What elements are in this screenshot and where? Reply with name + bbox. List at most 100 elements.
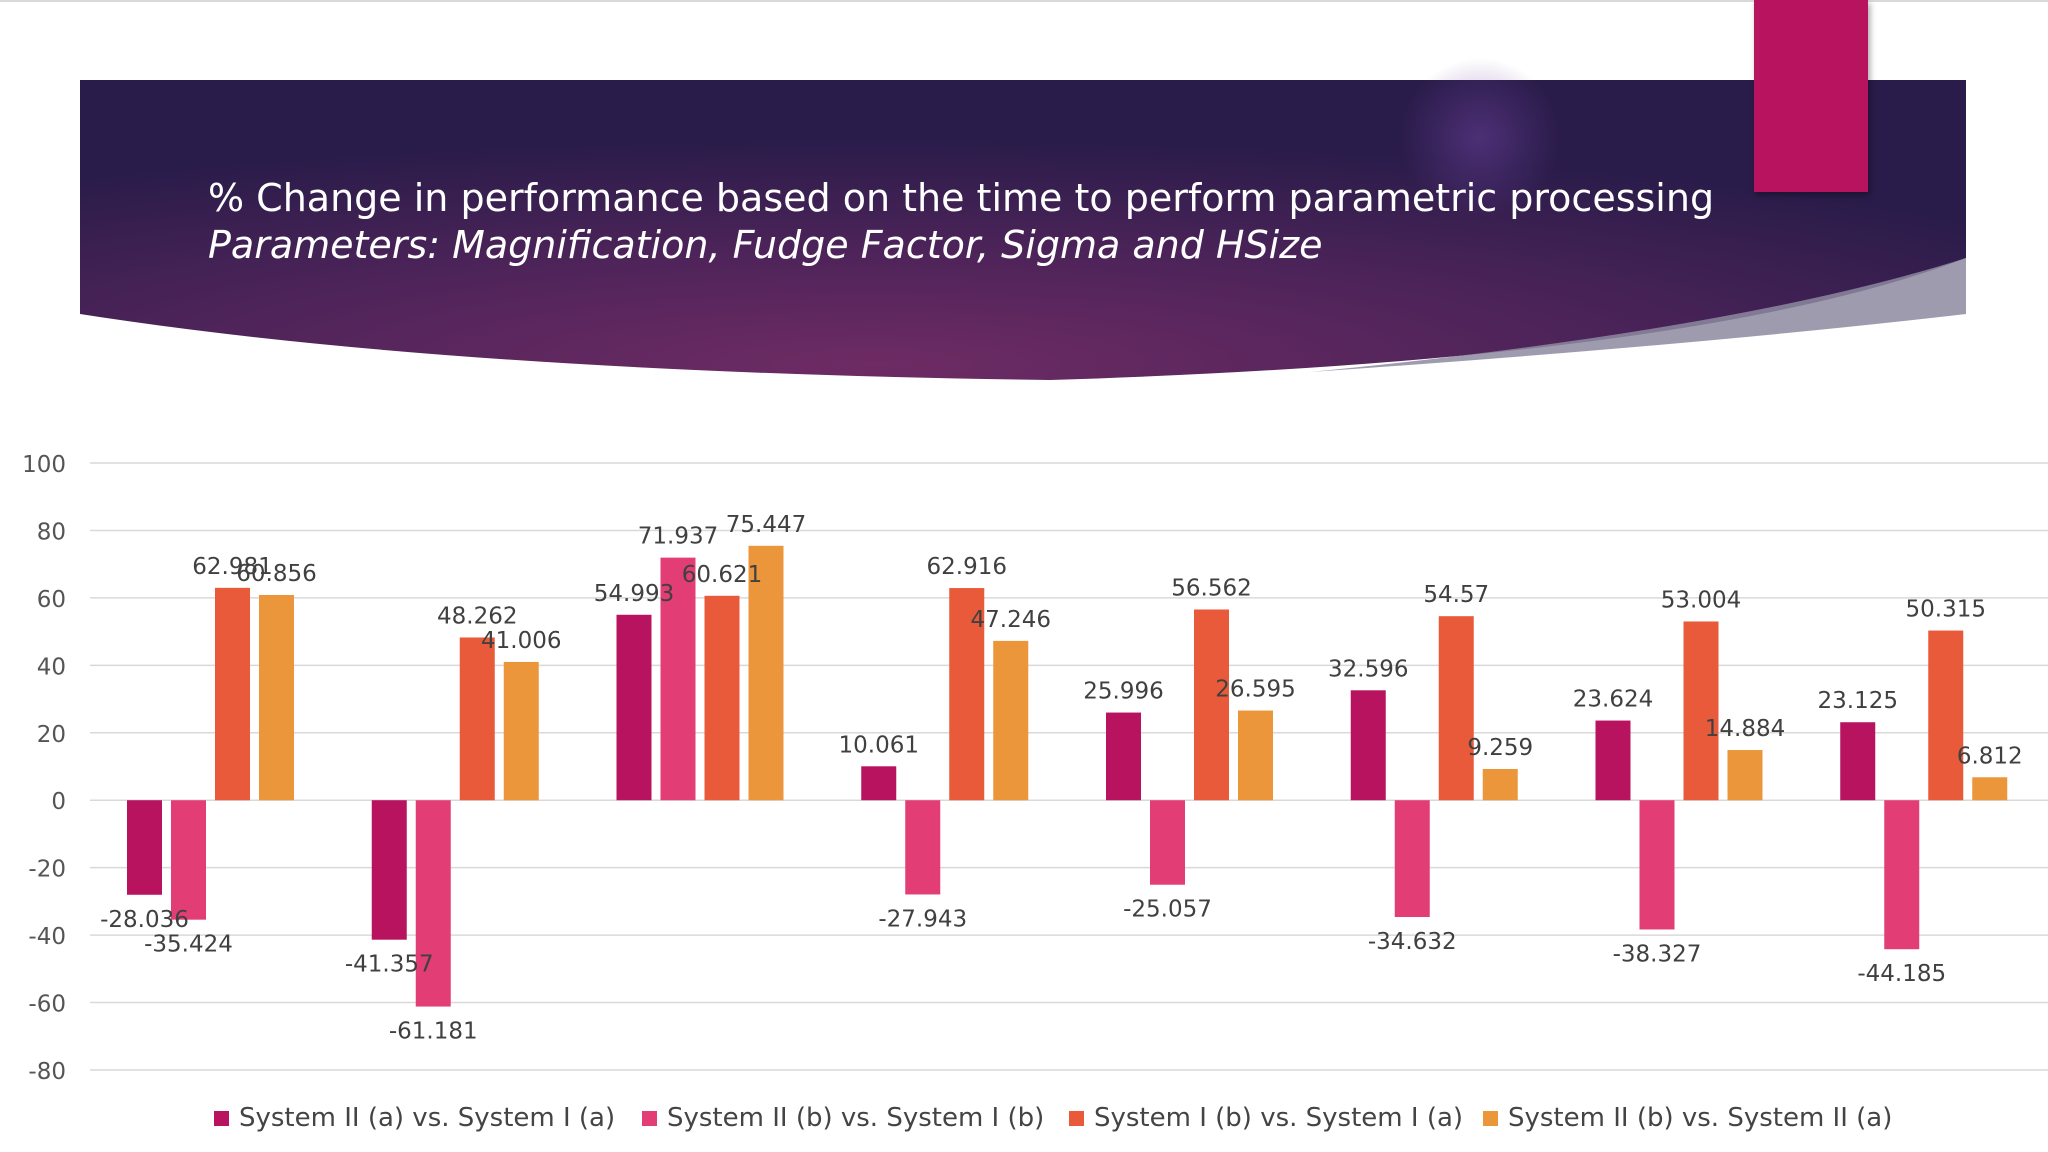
bar [415, 800, 451, 1007]
data-label: -38.327 [1613, 941, 1702, 967]
data-label: 23.624 [1573, 687, 1653, 713]
banner-glow [1400, 58, 1560, 218]
bar-chart: 100 80 60 40 20 0 -20 -40 -60 -80 -28.036-35.424 6… [22, 452, 2048, 1085]
data-label: 53.004 [1661, 587, 1741, 613]
bar [1595, 720, 1631, 801]
legend-swatch [642, 1110, 657, 1126]
bar [616, 614, 652, 801]
legend-swatch [1483, 1110, 1498, 1126]
title-line-1: % Change in performance based on the tim… [208, 176, 1715, 220]
data-label: -61.181 [389, 1019, 478, 1045]
top-divider [0, 0, 2048, 2]
bar [1884, 800, 1920, 950]
data-label: -35.424 [144, 932, 233, 958]
bars [127, 545, 2008, 1007]
bar [1727, 750, 1763, 801]
data-label: 54.57 [1423, 582, 1489, 608]
bar [1150, 800, 1185, 885]
data-label: 23.125 [1818, 688, 1898, 714]
bar [1350, 690, 1386, 801]
y-axis-ticks: 100 80 60 40 20 0 -20 -40 -60 -80 [22, 452, 66, 1085]
data-label: -27.943 [878, 906, 967, 932]
bar [704, 595, 740, 801]
bar [1639, 800, 1675, 930]
bar [171, 800, 206, 920]
y-tick-label: 0 [51, 789, 66, 815]
legend-label: System II (b) vs. System II (a) [1508, 1103, 1893, 1133]
legend-item: System I (b) vs. System I (a) [1069, 1100, 1463, 1136]
legend-item: System II (b) vs. System II (a) [1483, 1100, 1892, 1136]
data-label: 26.595 [1215, 677, 1295, 703]
banner-ribbon [1310, 258, 1966, 372]
title-line-2: Parameters: Magnification, Fudge Factor,… [208, 223, 1323, 267]
bar [1482, 768, 1518, 801]
data-label: -25.057 [1123, 897, 1212, 923]
bar [1394, 800, 1430, 918]
data-label: 62.981 [192, 554, 272, 580]
bar [905, 800, 941, 895]
y-tick-label: -60 [28, 992, 66, 1018]
data-label: 75.447 [726, 512, 806, 538]
y-tick-label: 40 [37, 654, 66, 680]
y-tick-label: 60 [37, 587, 66, 613]
bar [459, 637, 495, 801]
data-label: 14.884 [1705, 716, 1785, 742]
y-tick-label: 100 [22, 452, 66, 478]
y-tick-label: -20 [28, 857, 66, 883]
data-label: -28.036 [100, 907, 189, 933]
bar [1194, 609, 1229, 801]
bar [993, 640, 1029, 801]
bar [259, 595, 294, 801]
data-label: 6.812 [1957, 743, 2023, 769]
data-label: 48.262 [437, 603, 517, 629]
data-label: -41.357 [345, 952, 434, 978]
legend-item: System II (b) vs. System I (b) [642, 1100, 1044, 1136]
data-label: -34.632 [1368, 929, 1457, 955]
data-label: 9.259 [1467, 735, 1533, 761]
data-label: 41.006 [481, 628, 561, 654]
data-label: 47.246 [971, 607, 1051, 633]
data-label: 60.856 [236, 561, 316, 587]
y-tick-label: 20 [37, 722, 66, 748]
bar [1238, 710, 1273, 801]
slide-title: % Change in performance based on the tim… [208, 175, 1768, 269]
title-banner [80, 58, 1966, 380]
legend-label: System I (b) vs. System I (a) [1094, 1103, 1464, 1133]
data-label: 56.562 [1171, 575, 1251, 601]
data-label: 50.315 [1906, 597, 1986, 623]
bar [503, 661, 539, 801]
chart-legend: System II (a) vs. System I (a) System II … [0, 1100, 2048, 1136]
data-label: 71.937 [638, 524, 718, 550]
legend-item: System II (a) vs. System I (a) [214, 1100, 615, 1136]
legend-swatch [214, 1110, 229, 1126]
bar [1683, 621, 1719, 801]
data-label: 32.596 [1328, 656, 1408, 682]
data-label: 62.916 [927, 554, 1007, 580]
y-tick-label: 80 [37, 519, 66, 545]
bar [660, 557, 696, 801]
data-label: 25.996 [1083, 679, 1163, 705]
bar [748, 545, 784, 801]
legend-label: System II (a) vs. System I (a) [239, 1103, 616, 1133]
bar [949, 588, 985, 801]
bar [1928, 630, 1964, 801]
bar [127, 800, 162, 895]
y-tick-label: -40 [28, 924, 66, 950]
data-label: 60.621 [682, 562, 762, 588]
y-tick-label: -80 [28, 1059, 66, 1085]
bar [861, 766, 897, 801]
bar [1438, 616, 1474, 801]
bar [371, 800, 407, 940]
bar [1106, 712, 1141, 801]
bar [215, 587, 250, 801]
data-label: 10.061 [839, 732, 919, 758]
accent-tab [1754, 0, 1868, 192]
bar [1972, 777, 2008, 801]
data-label: -44.185 [1857, 961, 1946, 987]
bar [1840, 722, 1876, 801]
data-label: 54.993 [594, 581, 674, 607]
legend-swatch [1069, 1110, 1084, 1126]
legend-label: System II (b) vs. System I (b) [667, 1103, 1045, 1133]
